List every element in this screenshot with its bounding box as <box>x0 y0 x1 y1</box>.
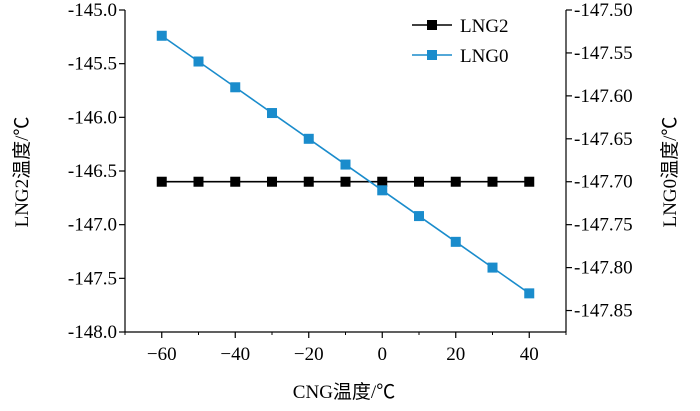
legend-marker-lng0 <box>427 50 437 60</box>
legend: LNG2 LNG0 <box>412 16 509 67</box>
y-left-tick-label: -148.0 <box>68 322 117 343</box>
y-right-tick-label: -147.55 <box>574 43 633 64</box>
series-layer <box>156 30 535 299</box>
data-point-lng2 <box>524 176 535 187</box>
data-point-lng0 <box>340 159 351 170</box>
y-left-tick-label: -145.0 <box>68 0 117 21</box>
data-point-lng2 <box>193 176 204 187</box>
x-tick-label: −20 <box>294 344 324 365</box>
y-right-axis-label: LNG0温度/℃ <box>659 117 681 228</box>
data-point-lng0 <box>193 56 204 67</box>
data-point-lng2 <box>156 176 167 187</box>
y-left-tick-label: -145.5 <box>68 54 117 75</box>
data-point-lng2 <box>340 176 351 187</box>
y-right-tick-label: -147.75 <box>574 215 633 236</box>
data-point-lng0 <box>450 236 461 247</box>
data-point-lng0 <box>414 211 424 222</box>
data-point-lng0 <box>303 133 314 144</box>
data-point-lng0 <box>524 288 535 299</box>
legend-label-lng2: LNG2 <box>460 16 509 37</box>
legend-marker-lng2 <box>427 20 437 30</box>
data-point-lng0 <box>487 262 498 273</box>
x-tick-label: 20 <box>446 344 465 365</box>
y-right-tick-label: -147.50 <box>574 0 633 21</box>
x-tick-label: −40 <box>220 344 250 365</box>
y-left-tick-label: -146.0 <box>68 107 117 128</box>
data-point-lng0 <box>156 30 167 41</box>
y-left-tick-label: -147.0 <box>68 215 117 236</box>
x-tick-label: 40 <box>520 344 539 365</box>
y-left-axis-label: LNG2温度/℃ <box>11 117 33 228</box>
data-point-lng2 <box>377 176 388 187</box>
data-point-lng2 <box>487 176 498 187</box>
data-point-lng2 <box>267 176 277 187</box>
data-point-lng0 <box>267 108 277 119</box>
data-point-lng2 <box>450 176 461 187</box>
x-tick-label: 0 <box>378 344 388 365</box>
ticks: −60 −40 −20 0 20 40 -145.0 -145.5 -146.0 -146.5 -1… <box>68 0 633 365</box>
x-axis-label: CNG温度/℃ <box>293 381 395 403</box>
y-right-tick-label: -147.80 <box>574 258 633 279</box>
y-left-tick-label: -146.5 <box>68 161 117 182</box>
y-right-tick-label: -147.85 <box>574 301 633 322</box>
data-point-lng2 <box>230 176 241 187</box>
data-point-lng0 <box>377 185 388 196</box>
data-point-lng0 <box>230 82 241 93</box>
y-left-tick-label: -147.5 <box>68 268 117 289</box>
y-right-tick-label: -147.65 <box>574 129 633 150</box>
data-point-lng2 <box>414 176 424 187</box>
y-right-tick-label: -147.60 <box>574 86 633 107</box>
legend-label-lng0: LNG0 <box>460 46 509 67</box>
data-point-lng2 <box>303 176 314 187</box>
x-tick-label: −60 <box>147 344 177 365</box>
y-right-tick-label: -147.70 <box>574 172 633 193</box>
